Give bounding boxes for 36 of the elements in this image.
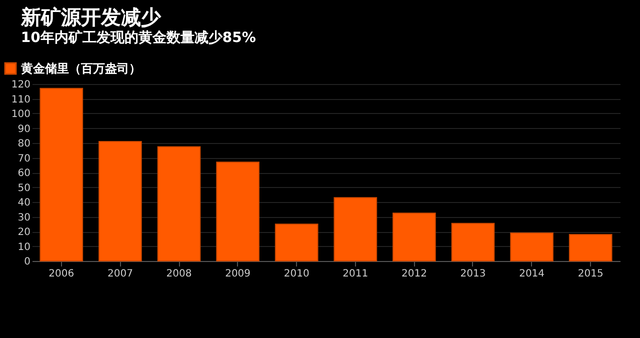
bar	[98, 141, 142, 262]
bar	[568, 234, 612, 262]
bar	[392, 212, 436, 262]
legend-label: 黄金储里（百万盎司）	[20, 62, 141, 76]
y-tick-label: 40	[18, 198, 30, 208]
x-tick-label: 2010	[284, 268, 310, 280]
bar	[451, 222, 495, 262]
bar	[334, 197, 378, 262]
bar	[274, 224, 318, 262]
y-tick-label: 20	[18, 227, 30, 238]
x-tick-label: 2008	[166, 268, 192, 280]
x-tick-label: 2014	[519, 268, 545, 280]
x-tick-label: 2015	[578, 268, 604, 280]
y-tick-label: 10	[18, 242, 30, 253]
y-tick-label: 70	[18, 153, 30, 164]
bar	[157, 146, 201, 262]
x-tick-label: 2013	[460, 268, 486, 280]
x-tick-label: 2009	[225, 268, 251, 280]
bar	[510, 232, 554, 262]
x-tick-label: 2007	[107, 268, 133, 280]
y-tick-label: 100	[11, 109, 30, 120]
y-tick-label: 80	[18, 138, 30, 150]
y-tick-label: 120	[11, 80, 30, 90]
x-tick-label: 2011	[342, 268, 368, 280]
y-tick-label: 90	[18, 124, 30, 135]
chart-title: 新矿源开发减少	[20, 5, 162, 29]
y-tick-label: 60	[18, 168, 30, 179]
bar	[216, 162, 260, 262]
bar	[40, 88, 84, 262]
y-tick-label: 50	[18, 182, 30, 194]
x-tick-label: 2012	[401, 268, 427, 280]
chart-subtitle: 10年内矿工发现的黄金数量减少85%	[20, 29, 256, 46]
y-tick-label: 110	[11, 94, 30, 106]
x-tick-label: 2006	[48, 268, 74, 280]
y-tick-label: 30	[18, 212, 30, 224]
y-tick-label: 0	[24, 256, 30, 268]
